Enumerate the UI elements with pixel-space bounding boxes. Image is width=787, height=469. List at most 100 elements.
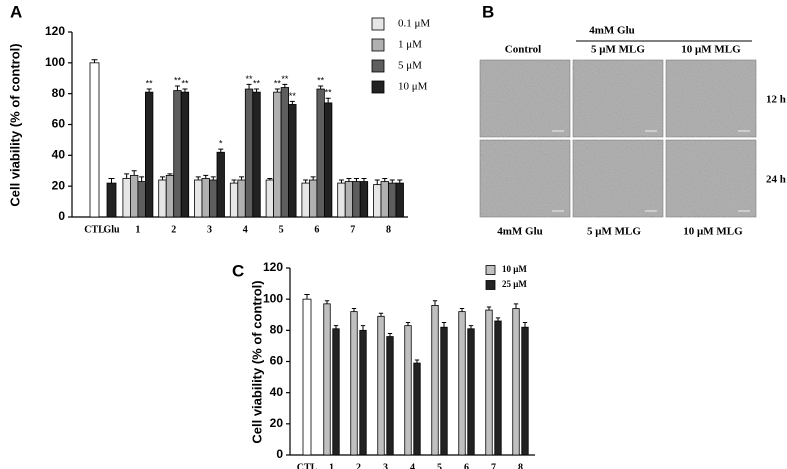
significance: ** bbox=[246, 74, 254, 84]
y-tick-label: 80 bbox=[52, 86, 66, 100]
error-bar bbox=[131, 170, 137, 176]
significance: ** bbox=[281, 74, 289, 84]
x-tick-label: CTL bbox=[84, 224, 105, 235]
error-bar bbox=[346, 177, 352, 182]
error-bar bbox=[246, 83, 252, 90]
panel-label: B bbox=[482, 2, 494, 21]
bar bbox=[122, 178, 131, 218]
error-bar bbox=[108, 177, 115, 184]
bar bbox=[273, 91, 282, 218]
panel-b: B 4mM Glu Control 5 μM MLG 10 μM MLG 12 … bbox=[479, 2, 786, 238]
legend-label: 1 μM bbox=[398, 39, 422, 51]
header: 4mM Glu bbox=[589, 25, 635, 37]
error-bar bbox=[374, 179, 380, 185]
bar bbox=[380, 181, 389, 218]
bar bbox=[137, 181, 146, 218]
legend-label: 5 μM bbox=[398, 60, 422, 72]
x-tick-label: 5 bbox=[279, 224, 284, 235]
bar bbox=[201, 178, 210, 218]
legend-label: 10 μM bbox=[502, 264, 527, 274]
significance: ** bbox=[317, 75, 325, 85]
y-tick-label: 20 bbox=[270, 416, 284, 430]
bar bbox=[352, 181, 361, 218]
error-bar bbox=[353, 177, 359, 182]
error-bar bbox=[289, 100, 295, 105]
bar bbox=[165, 174, 175, 218]
error-bar bbox=[159, 176, 165, 180]
error-bar bbox=[91, 59, 98, 63]
error-bar bbox=[218, 148, 224, 153]
bar bbox=[404, 325, 412, 456]
error-bar bbox=[441, 322, 447, 328]
x-tick-label: 6 bbox=[464, 462, 469, 469]
x-tick-label: 4 bbox=[243, 224, 248, 235]
y-tick-label: 100 bbox=[45, 55, 65, 69]
micrograph-texture bbox=[480, 140, 570, 217]
error-bar bbox=[495, 317, 501, 321]
micrograph-texture bbox=[480, 60, 570, 137]
bar bbox=[485, 309, 493, 456]
bar bbox=[237, 179, 246, 218]
column-label: Control bbox=[505, 44, 541, 56]
bar bbox=[388, 182, 397, 218]
error-bar bbox=[139, 176, 145, 182]
error-bar bbox=[361, 177, 367, 182]
error-bar bbox=[239, 176, 245, 180]
bottom-label: 10 μM MLG bbox=[683, 226, 743, 238]
error-bar bbox=[167, 173, 173, 176]
error-bar bbox=[231, 179, 237, 184]
bar bbox=[440, 326, 448, 456]
bar bbox=[252, 91, 261, 218]
x-tick-label: 8 bbox=[518, 462, 523, 469]
y-tick-label: 120 bbox=[45, 24, 65, 38]
bar bbox=[316, 88, 325, 218]
y-tick-label: 40 bbox=[52, 148, 66, 162]
x-tick-label: CTL bbox=[297, 462, 318, 469]
y-tick-label: 60 bbox=[270, 354, 284, 368]
x-tick-label: 7 bbox=[491, 462, 496, 469]
legend-swatch bbox=[485, 265, 496, 275]
bar bbox=[395, 182, 404, 218]
column-label: 10 μM MLG bbox=[681, 44, 741, 56]
error-bar bbox=[486, 306, 492, 311]
micrograph-texture bbox=[573, 140, 663, 217]
error-bar bbox=[210, 176, 216, 180]
legend-swatch bbox=[371, 59, 385, 73]
legend-label: 10 μM bbox=[398, 81, 428, 93]
error-bar bbox=[513, 303, 519, 309]
bar bbox=[288, 104, 297, 218]
y-tick-label: 60 bbox=[52, 117, 66, 131]
error-bar bbox=[360, 325, 366, 331]
error-bar bbox=[338, 179, 344, 184]
x-tick-label: Glu bbox=[103, 224, 120, 235]
bottom-label: 5 μM MLG bbox=[587, 226, 641, 238]
bar bbox=[350, 311, 358, 456]
significance: ** bbox=[289, 91, 297, 101]
y-tick-label: 120 bbox=[263, 260, 283, 274]
error-bar bbox=[522, 322, 528, 328]
x-tick-label: 3 bbox=[383, 462, 388, 469]
y-tick-label: 40 bbox=[270, 385, 284, 399]
legend-swatch bbox=[485, 280, 496, 290]
error-bar bbox=[195, 176, 201, 180]
panel-label: A bbox=[10, 2, 22, 21]
x-tick-label: 3 bbox=[207, 224, 212, 235]
bar bbox=[359, 329, 367, 456]
significance: ** bbox=[253, 78, 261, 88]
error-bar bbox=[378, 312, 384, 317]
bar bbox=[323, 102, 333, 218]
significance: ** bbox=[325, 88, 333, 98]
bar bbox=[194, 179, 203, 218]
bar bbox=[158, 179, 167, 218]
legend-swatch bbox=[371, 80, 385, 94]
significance: ** bbox=[174, 75, 182, 85]
y-tick-label: 0 bbox=[58, 209, 65, 223]
column-label: 5 μM MLG bbox=[591, 44, 645, 56]
error-bar bbox=[351, 308, 357, 312]
error-bar bbox=[174, 85, 180, 91]
significance: * bbox=[219, 139, 223, 149]
error-bar bbox=[325, 97, 331, 103]
bar bbox=[512, 308, 520, 456]
bar bbox=[301, 182, 310, 218]
x-tick-label: 1 bbox=[329, 462, 334, 469]
